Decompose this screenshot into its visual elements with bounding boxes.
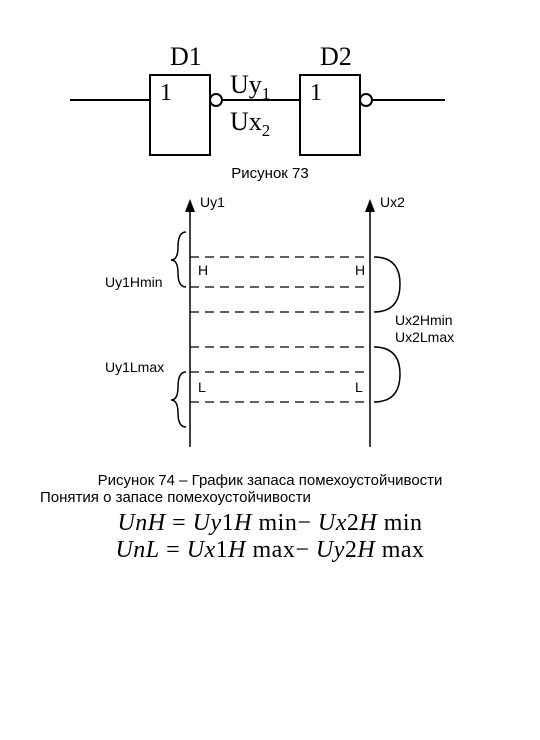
- equation-1: UnH = Uy1H min− Ux2H min: [0, 510, 540, 537]
- figure-73-diagram: D1 D2 1 1 Uy1 Ux2: [0, 20, 540, 160]
- h-left: H: [198, 262, 208, 278]
- label-d2: D2: [320, 42, 352, 71]
- label-uy-sub: 1: [262, 84, 271, 103]
- figure-74-subtitle: Понятия о запасе помехоустойчивости: [0, 489, 540, 506]
- uy1lmax: Uy1Lmax: [105, 359, 164, 375]
- label-1a: 1: [160, 80, 172, 106]
- label-1b: 1: [310, 80, 322, 106]
- figure-74-diagram: Uy1 Ux2 H H L L Uy1Hmin Uy1Lmax Ux2Hmin …: [0, 187, 540, 467]
- uy1hmin: Uy1Hmin: [105, 274, 163, 290]
- figure-74-caption: Рисунок 74 – График запаса помехоустойчи…: [0, 472, 540, 489]
- svg-text:Ux2: Ux2: [230, 107, 270, 140]
- figure-73-caption: Рисунок 73: [0, 165, 540, 182]
- axis-right-label: Ux2: [380, 194, 405, 210]
- l-right: L: [355, 379, 363, 395]
- label-ux: Ux: [230, 107, 262, 136]
- label-uy: Uy: [230, 70, 262, 99]
- label-d1: D1: [170, 42, 202, 71]
- ux2lmax: Ux2Lmax: [395, 329, 454, 345]
- label-ux-sub: 2: [262, 121, 271, 140]
- svg-text:Uy1: Uy1: [230, 70, 270, 103]
- axis-left-label: Uy1: [200, 194, 225, 210]
- ux2hmin: Ux2Hmin: [395, 312, 453, 328]
- equation-2: UnL = Ux1H max− Uy2H max: [0, 537, 540, 564]
- h-right: H: [355, 262, 365, 278]
- l-left: L: [198, 379, 206, 395]
